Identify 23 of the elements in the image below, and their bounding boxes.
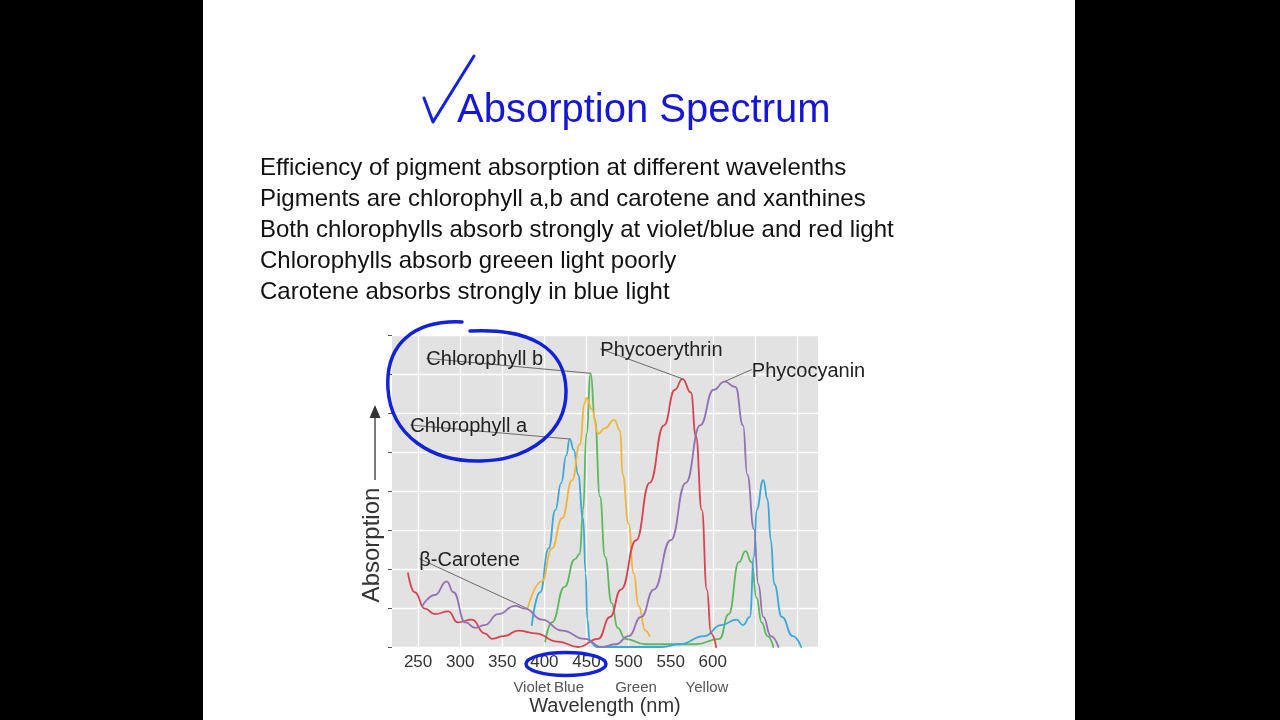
text: Blue [553, 677, 585, 695]
text: Efficiency of pigment absorption at different wavelenths [260, 152, 848, 182]
series-label: Phycoerythrin [600, 337, 723, 360]
x-tick-label: 350 [488, 652, 517, 671]
x-tick-label: 250 [403, 652, 433, 671]
x-tick-label: 600 [698, 652, 727, 671]
text: Carotene absorbs strongly in blue light [260, 276, 671, 306]
text: Green [615, 677, 657, 695]
y-axis-title: Absorption [356, 487, 384, 603]
x-tick-label: 550 [656, 652, 685, 671]
series-label: β-Carotene [419, 547, 520, 570]
x-axis-title: Wavelength (nm) [529, 694, 681, 716]
text: Chlorophylls absorb greeen light poorly [260, 245, 678, 275]
x-tick-label: 500 [614, 652, 643, 671]
x-tick-label: 300 [446, 652, 475, 671]
text: Yellow [685, 677, 729, 695]
text: Chlorophyll a [410, 414, 528, 436]
text: Chlorophyll b [426, 347, 544, 370]
text: Both chlorophylls absorb strongly at violet/blue and red light [260, 214, 894, 244]
series-label: Phycocyanin [751, 358, 866, 381]
text: Pigments are chlorophyll a,b and carotene and xanthines [260, 183, 867, 213]
text: Violet [513, 677, 552, 695]
chart-title: Absorption Spectrum [457, 86, 831, 130]
